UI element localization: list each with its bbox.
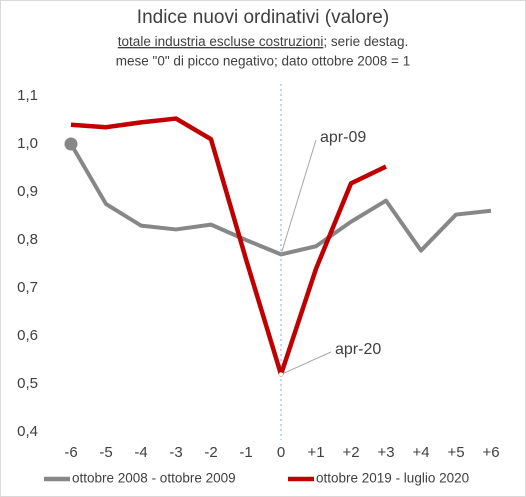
start-marker (64, 137, 78, 151)
y-tick-label: 0,4 (17, 423, 38, 440)
subtitle-part: totale industria escluse costruzioni (118, 34, 324, 49)
legend-label: ottobre 2008 - ottobre 2009 (72, 471, 236, 486)
x-tick-label: +3 (377, 444, 394, 461)
y-tick-label: 0,5 (17, 375, 38, 392)
subtitle-line: mese "0" di picco negativo; dato ottobre… (116, 54, 410, 69)
annotation: apr-09 (320, 129, 366, 146)
x-tick-label: -2 (204, 444, 217, 461)
x-tick-label: -5 (99, 444, 112, 461)
annotation: apr-20 (335, 341, 381, 358)
subtitle-part: ; serie destag. (323, 34, 408, 49)
x-tick-label: +5 (447, 444, 464, 461)
x-tick-label: +2 (342, 444, 359, 461)
y-tick-label: 0,6 (17, 327, 38, 344)
x-tick-label: -1 (239, 444, 252, 461)
annotation-point (279, 372, 283, 377)
x-tick-label: +1 (307, 444, 324, 461)
x-tick-label: -4 (134, 444, 147, 461)
y-tick-label: 0,7 (17, 279, 38, 296)
annotation-leader (280, 139, 317, 255)
y-tick-label: 0,8 (17, 231, 38, 248)
legend-label: ottobre 2019 - luglio 2020 (316, 471, 469, 486)
x-tick-label: 0 (277, 444, 285, 461)
x-tick-label: -6 (64, 444, 77, 461)
annotation-leader (280, 351, 332, 375)
y-tick-label: 1,0 (17, 135, 38, 152)
chart-title: Indice nuovi ordinativi (valore) (137, 7, 389, 28)
y-tick-label: 1,1 (17, 87, 38, 104)
y-tick-label: 0,9 (17, 183, 38, 200)
x-tick-label: -3 (169, 444, 182, 461)
x-tick-label: +6 (482, 444, 499, 461)
subtitle: totale industria escluse costruzioni; se… (118, 34, 408, 49)
series-line (70, 116, 387, 377)
x-tick-label: +4 (412, 444, 429, 461)
